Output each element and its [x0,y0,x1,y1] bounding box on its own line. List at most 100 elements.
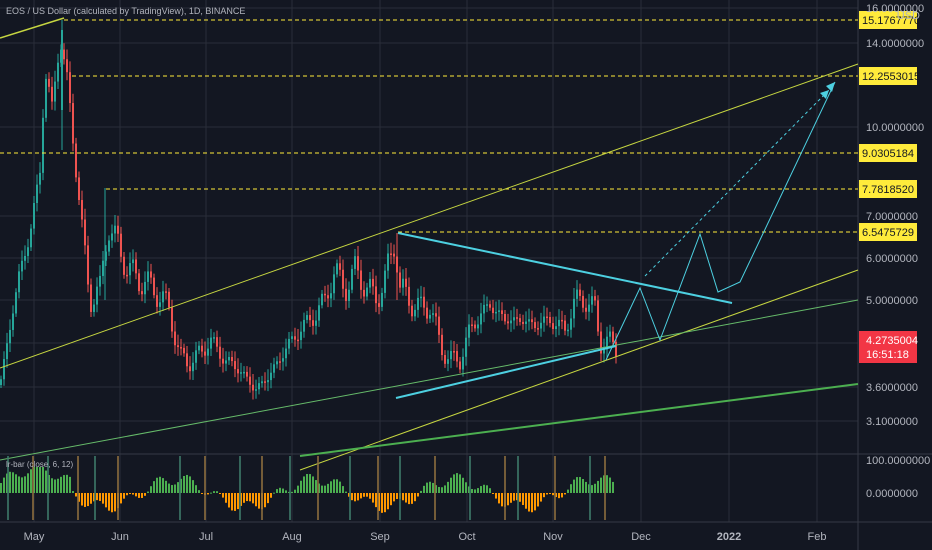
time-axis-label: Jul [199,531,213,543]
level-label-bg [859,223,917,241]
candle-body [564,320,566,331]
support-line [0,299,859,461]
histogram-bar [420,490,422,493]
candle-body [567,329,569,332]
histogram-bar [75,493,77,497]
candle-body [393,253,395,257]
time-axis-label: Nov [543,531,563,543]
channel-lower-line [299,269,859,471]
histogram-bar [570,484,572,493]
histogram-bar [339,481,341,493]
histogram-bar [0,483,2,493]
indicator-axis-label: 100.0000000 [866,455,930,467]
candle-body [498,310,500,312]
histogram-bar [267,493,269,504]
histogram-bar [534,493,536,511]
candle-body [576,289,578,299]
price-axis-label: 6.0000000 [866,253,918,265]
histogram-bar [450,477,452,493]
price-axis-label: 7.0000000 [866,211,918,223]
candle-body [306,315,308,320]
histogram-bar [558,493,560,499]
histogram-bar [174,484,176,493]
histogram-bar [453,474,455,493]
histogram-bar [567,489,569,493]
histogram-bar [84,493,86,507]
histogram-bar [171,485,173,493]
candle-body [375,286,377,304]
candle-body [399,272,401,288]
histogram-bar [51,478,53,493]
histogram-bar [276,489,278,493]
candle-body [327,295,329,299]
candle-body [186,353,188,367]
candle-body [465,337,467,357]
histogram-bar [21,477,23,493]
indicator-axis-label: 0.0000000 [866,488,918,500]
candle-body [555,326,557,330]
histogram-bar [411,493,413,504]
histogram-bar [429,481,431,493]
candle-body [348,289,350,301]
candle-body [432,313,434,315]
drawings [0,17,859,471]
histogram-bar [417,493,419,497]
candle-body [552,323,554,330]
histogram-bar [234,493,236,511]
candle-body [288,338,290,349]
time-axis-label: 2022 [717,531,741,543]
candle-body [66,59,68,73]
price-axis-label: 10.0000000 [866,122,924,134]
candle-body [603,349,605,354]
candle-body [75,143,77,178]
candle-body [198,345,200,351]
candle-body [315,320,317,326]
histogram-bar [330,481,332,493]
candle-body [354,256,356,269]
histogram-bar [219,493,221,494]
histogram-bar [243,493,245,503]
candle-body [615,341,617,357]
candle-body [282,358,284,362]
histogram-bar [594,483,596,493]
histogram-bar [303,476,305,493]
candle-body [27,247,29,256]
candle-body [303,319,305,332]
histogram-bar [444,485,446,493]
candle-body [6,343,8,360]
histogram-bar [129,493,131,494]
histogram-bar [480,486,482,493]
candle-body [612,331,614,342]
candle-body [318,305,320,321]
candle-body [462,356,464,370]
histogram-bar [279,487,281,493]
indicator-pane [0,456,614,520]
histogram-bar [309,474,311,493]
histogram-bar [324,485,326,493]
candle-body [483,304,485,314]
histogram-bar [216,491,218,493]
histogram-bar [195,485,197,493]
candle-body [291,336,293,339]
trend-resistance-line [397,232,733,304]
candle-body [21,260,23,272]
candle-body [429,314,431,319]
histogram-bar [345,491,347,493]
histogram-bar [111,493,113,513]
histogram-bar [327,483,329,493]
candle-body [273,364,275,373]
current-price-label: 4.2735004 [866,335,918,347]
candle-body [369,278,371,288]
price-axis-label: 3.6000000 [866,382,918,394]
candle-body [39,172,41,185]
candle-body [228,357,230,361]
histogram-bar [123,493,125,499]
histogram-bar [18,476,20,493]
candle-body [570,318,572,330]
candle-body [180,347,182,349]
histogram-bar [72,491,74,493]
histogram-bar [201,493,203,494]
candle-body [174,331,176,346]
